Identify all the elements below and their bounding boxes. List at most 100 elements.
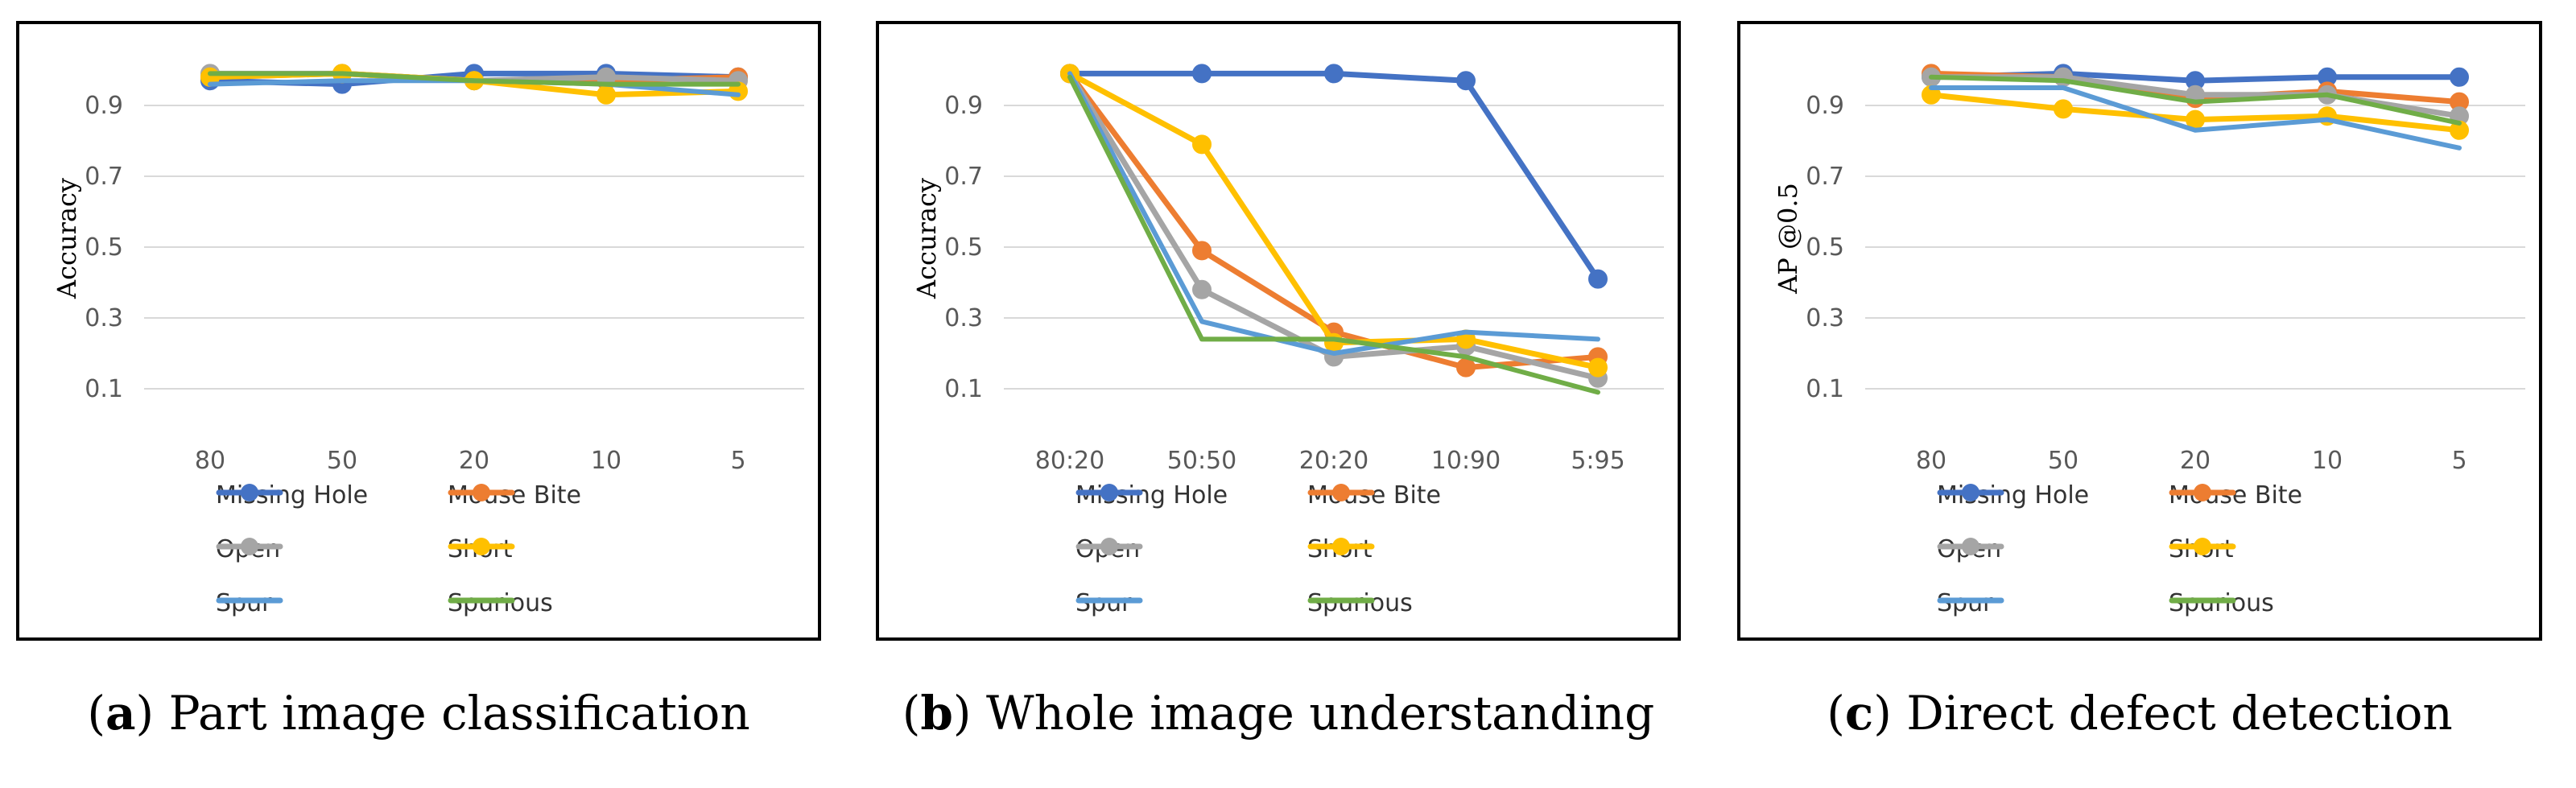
y-tick-label: 0.1 — [944, 375, 983, 403]
data-point-mouse-bite — [1192, 241, 1212, 261]
chart-c-plot: 0.1 0.3 0.5 0.7 0.9 80 50 20 10 5 AP @0.5 — [1773, 64, 2525, 475]
legend-item-spur: Spur — [216, 587, 283, 619]
legend-swatch — [1307, 597, 1375, 604]
chart-panel-c: 0.1 0.3 0.5 0.7 0.9 80 50 20 10 5 AP @0.5 Missing … — [1737, 21, 2542, 641]
data-point-mouse-bite — [1456, 357, 1476, 377]
legend-swatch-marker — [473, 538, 490, 555]
caption-c-label: c — [1844, 686, 1874, 741]
legend-swatch — [1307, 484, 1375, 501]
data-point-missing-hole — [1588, 269, 1608, 289]
legend-item-mouse-bite: Mouse Bite — [1307, 479, 1441, 511]
data-point-open — [1192, 279, 1212, 299]
x-tick-label: 50 — [2048, 447, 2079, 475]
legend-swatch-marker — [473, 484, 490, 501]
x-tick-label: 10 — [2312, 447, 2343, 475]
y-tick-label: 0.7 — [1806, 163, 1844, 191]
y-axis-label: Accuracy — [52, 178, 82, 299]
y-tick-label: 0.3 — [85, 304, 123, 332]
series-line-spurious — [1929, 74, 2462, 126]
caption-a: (a) Part image classification — [87, 686, 750, 741]
legend-swatch-marker — [241, 538, 258, 555]
y-tick-label: 0.9 — [85, 92, 123, 120]
caption-a-label: a — [105, 686, 136, 741]
x-tick-label: 20:20 — [1299, 447, 1368, 475]
legend-swatch — [1307, 538, 1375, 555]
y-tick-label: 0.3 — [944, 304, 983, 332]
legend-swatch — [1937, 484, 2004, 501]
caption-b: (b) Whole image understanding — [902, 686, 1655, 741]
legend-item-spur: Spur — [1075, 587, 1143, 619]
legend-swatch — [448, 484, 515, 501]
chart-panel-b: 0.1 0.3 0.5 0.7 0.9 80:20 50:50 20:20 10:90 5:95 A… — [876, 21, 1681, 641]
series-line-spur — [1067, 71, 1600, 356]
data-point-missing-hole — [1456, 71, 1476, 91]
legend-item-open: Open — [1937, 533, 2004, 565]
y-axis-label: AP @0.5 — [1773, 183, 1803, 295]
legend-item-open: Open — [216, 533, 283, 565]
legend-swatch-marker — [2194, 538, 2211, 555]
y-axis-label: Accuracy — [911, 178, 942, 299]
legend-swatch-marker — [1962, 538, 1979, 555]
legend-swatch — [2169, 538, 2236, 555]
y-tick-label: 0.3 — [1806, 304, 1844, 332]
data-point-short — [597, 85, 616, 105]
legend-item-mouse-bite: Mouse Bite — [448, 479, 581, 511]
legend-item-short: Short — [2169, 533, 2236, 565]
series-line-spur — [1929, 85, 2462, 151]
legend-swatch — [216, 597, 283, 604]
y-tick-label: 0.1 — [1806, 375, 1844, 403]
data-point-short — [1192, 134, 1212, 155]
caption-a-text: Part image classification — [168, 686, 750, 741]
legend-swatch — [1937, 538, 2004, 555]
legend-item-spurious: Spurious — [1307, 587, 1413, 619]
legend-swatch — [1937, 597, 2004, 604]
y-tick-label: 0.9 — [1806, 92, 1844, 120]
caption-c-text: Direct defect detection — [1906, 686, 2453, 741]
y-tick-label: 0.9 — [944, 92, 983, 120]
x-tick-label: 20 — [459, 447, 489, 475]
legend-swatch — [1075, 484, 1143, 501]
legend-swatch-marker — [241, 484, 258, 501]
y-tick-label: 0.1 — [85, 375, 123, 403]
data-point-missing-hole — [1192, 64, 1212, 84]
legend-swatch — [2169, 597, 2236, 604]
x-tick-label: 5 — [730, 447, 745, 475]
series-line-spurious — [1067, 74, 1600, 395]
legend-swatch-marker — [1100, 538, 1118, 555]
legend-item-spurious: Spurious — [2169, 587, 2274, 619]
legend-item-missing-hole: Missing Hole — [1075, 479, 1228, 511]
legend-item-spur: Spur — [1937, 587, 2004, 619]
data-point-missing-hole — [2450, 67, 2469, 87]
legend-swatch — [1075, 538, 1143, 555]
data-point-missing-hole — [1324, 64, 1344, 84]
legend-item-short: Short — [1307, 533, 1375, 565]
legend-swatch — [216, 538, 283, 555]
legend-swatch — [448, 538, 515, 555]
x-tick-label: 50:50 — [1167, 447, 1236, 475]
x-tick-label: 80:20 — [1035, 447, 1104, 475]
data-point-short — [1324, 332, 1344, 353]
series-line-spurious — [208, 71, 741, 87]
legend-swatch — [448, 597, 515, 604]
x-tick-label: 50 — [327, 447, 357, 475]
caption-b-label: b — [920, 686, 953, 741]
legend-item-spurious: Spurious — [448, 587, 553, 619]
y-tick-label: 0.7 — [85, 163, 123, 191]
x-tick-label: 5:95 — [1571, 447, 1624, 475]
x-tick-label: 10 — [591, 447, 621, 475]
x-tick-label: 5 — [2451, 447, 2467, 475]
legend-swatch — [2169, 484, 2236, 501]
legend-item-short: Short — [448, 533, 515, 565]
legend-swatch — [216, 484, 283, 501]
data-point-short — [1588, 357, 1608, 377]
x-tick-label: 20 — [2180, 447, 2211, 475]
x-tick-label: 80 — [195, 447, 225, 475]
legend-item-missing-hole: Missing Hole — [1937, 479, 2089, 511]
legend-swatch-marker — [2194, 484, 2211, 501]
x-tick-label: 10:90 — [1431, 447, 1501, 475]
data-point-short — [2054, 99, 2073, 119]
chart-b-plot: 0.1 0.3 0.5 0.7 0.9 80:20 50:50 20:20 10:90 5:95 A… — [911, 64, 1664, 475]
legend-swatch — [1075, 597, 1143, 604]
legend-item-open: Open — [1075, 533, 1143, 565]
legend-item-mouse-bite: Mouse Bite — [2169, 479, 2302, 511]
